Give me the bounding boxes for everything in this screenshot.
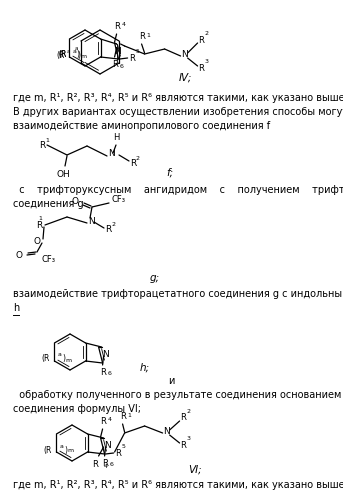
Text: 4: 4 <box>104 464 108 469</box>
Text: (R: (R <box>58 49 67 58</box>
Text: N: N <box>181 49 188 58</box>
Text: 2: 2 <box>136 156 140 161</box>
Text: O: O <box>34 237 41 246</box>
Text: 2: 2 <box>187 409 191 414</box>
Text: h: h <box>13 303 19 313</box>
Text: R: R <box>114 22 119 31</box>
Text: (R: (R <box>41 354 49 363</box>
Text: ): ) <box>76 49 80 58</box>
Text: a: a <box>74 46 78 51</box>
Text: 2: 2 <box>204 31 209 36</box>
Text: взаимодействие аминопропилового соединения f: взаимодействие аминопропилового соединен… <box>13 121 270 131</box>
Text: 2: 2 <box>111 223 115 228</box>
Text: g;: g; <box>150 273 160 283</box>
Text: a: a <box>57 352 61 357</box>
Text: R: R <box>39 141 45 150</box>
Text: R: R <box>36 221 42 230</box>
Text: 1: 1 <box>146 33 151 38</box>
Text: взаимодействие трифторацетатного соединения g с индольным соединением: взаимодействие трифторацетатного соедине… <box>13 289 343 299</box>
Text: CF₃: CF₃ <box>42 254 56 263</box>
Text: с    трифторуксусным    ангидридом    с    получением    трифторацетатного: с трифторуксусным ангидридом с получение… <box>13 185 343 195</box>
Text: R: R <box>199 35 204 44</box>
Text: R: R <box>102 459 107 468</box>
Text: 1: 1 <box>38 217 42 222</box>
Text: R: R <box>130 53 135 62</box>
Text: 1: 1 <box>45 138 49 143</box>
Text: и: и <box>168 376 174 386</box>
Text: обработку полученного в результате соединения основанием с получением: обработку полученного в результате соеди… <box>13 390 343 400</box>
Text: ): ) <box>62 354 66 363</box>
Text: R: R <box>120 412 126 421</box>
Text: R: R <box>139 32 144 41</box>
Text: a: a <box>67 49 70 54</box>
Text: 4: 4 <box>121 22 126 27</box>
Text: N: N <box>114 47 121 56</box>
Text: H: H <box>113 133 119 142</box>
Text: 1: 1 <box>128 413 131 418</box>
Text: 4: 4 <box>108 417 111 422</box>
Text: соединения g: соединения g <box>13 199 84 209</box>
Text: 6: 6 <box>108 371 111 376</box>
Text: O: O <box>72 197 79 206</box>
Text: 3: 3 <box>187 436 191 441</box>
Text: ): ) <box>64 446 68 455</box>
Text: N: N <box>108 150 115 159</box>
Text: R: R <box>92 460 98 469</box>
Text: OH: OH <box>56 170 70 179</box>
Text: 5: 5 <box>121 444 126 449</box>
Text: соединения формулы VI;: соединения формулы VI; <box>13 404 141 414</box>
Text: R: R <box>100 368 106 377</box>
Text: m: m <box>66 357 72 362</box>
Text: IV;: IV; <box>178 73 192 83</box>
Text: N: N <box>103 350 109 359</box>
Text: (R: (R <box>43 446 51 455</box>
Text: CF₃: CF₃ <box>111 196 125 205</box>
Text: f;: f; <box>166 168 174 178</box>
Text: (R: (R <box>56 50 64 59</box>
Text: R: R <box>180 414 187 423</box>
Text: m: m <box>68 449 73 454</box>
Text: N: N <box>88 217 95 226</box>
Text: O: O <box>15 250 22 259</box>
Text: a: a <box>72 48 76 53</box>
Text: R: R <box>180 441 187 450</box>
Text: В других вариантах осуществлении изобретения способы могут включать:: В других вариантах осуществлении изобрет… <box>13 107 343 117</box>
Text: 5: 5 <box>135 49 140 54</box>
Text: R: R <box>112 60 118 69</box>
Text: ): ) <box>78 50 80 59</box>
Text: где m, R¹, R², R³, R⁴, R⁵ и R⁶ являются такими, как указано выше.: где m, R¹, R², R³, R⁴, R⁵ и R⁶ являются … <box>13 480 343 490</box>
Text: N: N <box>105 441 111 450</box>
Text: R: R <box>100 417 106 426</box>
Text: a: a <box>59 444 63 449</box>
Text: 6: 6 <box>109 462 114 467</box>
Text: R: R <box>130 159 136 168</box>
Text: 6: 6 <box>120 64 123 69</box>
Text: m: m <box>80 53 86 58</box>
Text: 3: 3 <box>204 59 209 64</box>
Text: R: R <box>105 226 111 235</box>
Text: VI;: VI; <box>188 465 202 475</box>
Text: где m, R¹, R², R³, R⁴, R⁵ и R⁶ являются такими, как указано выше.: где m, R¹, R², R³, R⁴, R⁵ и R⁶ являются … <box>13 93 343 103</box>
Text: h;: h; <box>140 363 150 373</box>
Text: N: N <box>164 427 170 436</box>
Text: R: R <box>116 449 121 458</box>
Text: R: R <box>199 63 204 72</box>
Text: (R: (R <box>58 49 67 58</box>
